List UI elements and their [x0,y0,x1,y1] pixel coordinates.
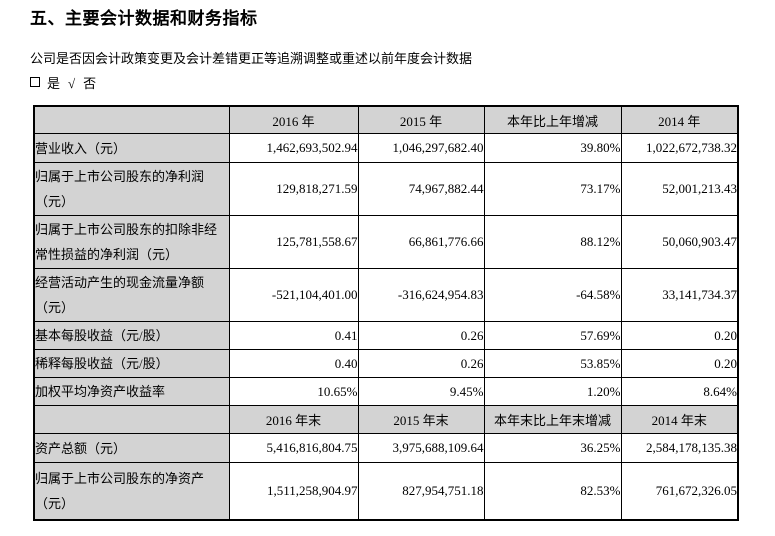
row-net-profit: 归属于上市公司股东的净利润（元） 129,818,271.59 74,967,8… [33,162,739,216]
cell-value: 827,954,751.18 [357,462,485,521]
yes-no-options: 是 √ 否 [30,76,775,92]
cell-value: 0.40 [228,349,359,378]
row-diluted-eps: 稀释每股收益（元/股） 0.40 0.26 53.85% 0.20 [33,349,739,378]
header-row-annual: 2016 年 2015 年 本年比上年增减 2014 年 [33,105,739,134]
cell-value: 33,141,734.37 [620,268,739,322]
header-cell-2016-end: 2016 年末 [228,405,359,434]
cell-value: 1,462,693,502.94 [228,133,359,163]
row-label: 资产总额（元） [33,433,230,463]
document-page: 五、主要会计数据和财务指标 公司是否因会计政策变更及会计差错更正等追溯调整或重述… [0,8,775,521]
cell-value: 50,060,903.47 [620,215,739,269]
cell-value: 82.53% [483,462,622,521]
cell-value: 9.45% [357,377,485,406]
yes-label: 是 [47,76,61,91]
cell-value: 0.26 [357,321,485,350]
cell-value: -64.58% [483,268,622,322]
row-label: 经营活动产生的现金流量净额（元） [33,268,230,322]
restatement-question: 公司是否因会计政策变更及会计差错更正等追溯调整或重述以前年度会计数据 [30,51,473,66]
row-label: 加权平均净资产收益率 [33,377,230,406]
section-title: 五、主要会计数据和财务指标 [30,9,258,28]
no-label: 否 [83,76,97,91]
cell-value: 1,022,672,738.32 [620,133,739,163]
header-cell-2014-end: 2014 年末 [620,405,739,434]
cell-value: 5,416,816,804.75 [228,433,359,463]
row-label: 归属于上市公司股东的扣除非经常性损益的净利润（元） [33,215,230,269]
header-cell-yoy-change: 本年比上年增减 [483,105,622,134]
cell-value: 57.69% [483,321,622,350]
cell-value: 761,672,326.05 [620,462,739,521]
cell-value: 0.41 [228,321,359,350]
row-revenue: 营业收入（元） 1,462,693,502.94 1,046,297,682.4… [33,133,739,163]
row-label: 稀释每股收益（元/股） [33,349,230,378]
cell-value: 8.64% [620,377,739,406]
header-cell-empty [33,105,230,134]
header-cell-yearend-change: 本年末比上年末增减 [483,405,622,434]
header-cell-2015: 2015 年 [357,105,485,134]
cell-value: 52,001,213.43 [620,162,739,216]
row-label: 归属于上市公司股东的净利润（元） [33,162,230,216]
row-operating-cash-flow: 经营活动产生的现金流量净额（元） -521,104,401.00 -316,62… [33,268,739,322]
header-cell-2014: 2014 年 [620,105,739,134]
cell-value: 74,967,882.44 [357,162,485,216]
row-total-assets: 资产总额（元） 5,416,816,804.75 3,975,688,109.6… [33,433,739,463]
checkmark-icon: √ [68,76,76,91]
row-weighted-avg-roe: 加权平均净资产收益率 10.65% 9.45% 1.20% 8.64% [33,377,739,406]
cell-value: 0.20 [620,349,739,378]
row-net-assets: 归属于上市公司股东的净资产（元） 1,511,258,904.97 827,95… [33,462,739,521]
row-label: 营业收入（元） [33,133,230,163]
header-cell-2016: 2016 年 [228,105,359,134]
cell-value: 1.20% [483,377,622,406]
cell-value: 39.80% [483,133,622,163]
cell-value: 1,511,258,904.97 [228,462,359,521]
cell-value: 125,781,558.67 [228,215,359,269]
header-row-yearend: 2016 年末 2015 年末 本年末比上年末增减 2014 年末 [33,405,739,434]
row-label: 归属于上市公司股东的净资产（元） [33,462,230,521]
checkbox-unchecked-icon [30,77,40,87]
cell-value: 0.26 [357,349,485,378]
header-cell-empty [33,405,230,434]
cell-value: 88.12% [483,215,622,269]
cell-value: 0.20 [620,321,739,350]
financial-indicators-table: 2016 年 2015 年 本年比上年增减 2014 年 营业收入（元） 1,4… [33,105,739,521]
cell-value: 53.85% [483,349,622,378]
cell-value: -521,104,401.00 [228,268,359,322]
cell-value: 73.17% [483,162,622,216]
cell-value: 10.65% [228,377,359,406]
cell-value: 66,861,776.66 [357,215,485,269]
cell-value: 2,584,178,135.38 [620,433,739,463]
cell-value: 3,975,688,109.64 [357,433,485,463]
cell-value: 129,818,271.59 [228,162,359,216]
cell-value: -316,624,954.83 [357,268,485,322]
cell-value: 36.25% [483,433,622,463]
cell-value: 1,046,297,682.40 [357,133,485,163]
row-net-profit-excl-nonrecurring: 归属于上市公司股东的扣除非经常性损益的净利润（元） 125,781,558.67… [33,215,739,269]
row-label: 基本每股收益（元/股） [33,321,230,350]
header-cell-2015-end: 2015 年末 [357,405,485,434]
row-basic-eps: 基本每股收益（元/股） 0.41 0.26 57.69% 0.20 [33,321,739,350]
